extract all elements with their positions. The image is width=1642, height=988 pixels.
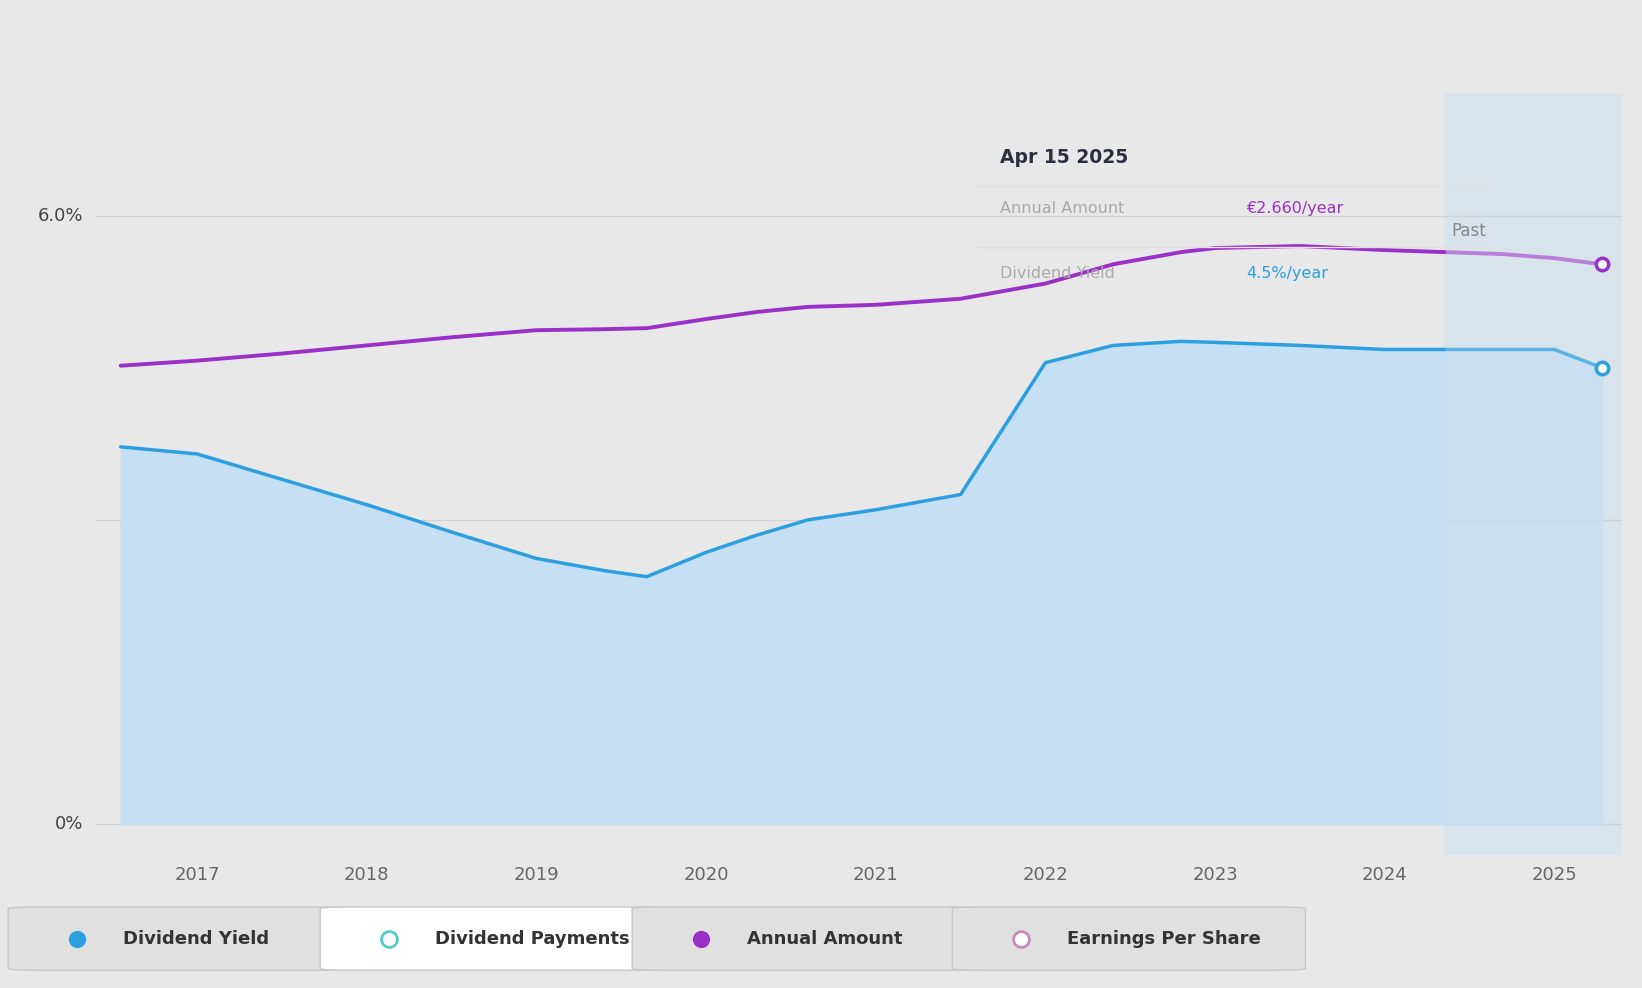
FancyBboxPatch shape bbox=[8, 907, 361, 970]
Text: Annual Amount: Annual Amount bbox=[747, 930, 903, 947]
Text: Apr 15 2025: Apr 15 2025 bbox=[1000, 148, 1128, 167]
FancyBboxPatch shape bbox=[952, 907, 1305, 970]
Point bbox=[1008, 931, 1034, 947]
FancyBboxPatch shape bbox=[632, 907, 985, 970]
Point bbox=[376, 931, 402, 947]
Text: 4.5%/year: 4.5%/year bbox=[1246, 267, 1328, 282]
Text: Annual Amount: Annual Amount bbox=[1000, 201, 1125, 215]
Text: Past: Past bbox=[1452, 222, 1486, 240]
Text: €2.660/year: €2.660/year bbox=[1246, 201, 1343, 215]
FancyBboxPatch shape bbox=[320, 907, 673, 970]
Text: 6.0%: 6.0% bbox=[38, 206, 84, 224]
Text: Dividend Yield: Dividend Yield bbox=[123, 930, 269, 947]
Text: 0%: 0% bbox=[54, 815, 84, 833]
Point bbox=[64, 931, 90, 947]
Bar bbox=[1443, 94, 1642, 855]
Point bbox=[1589, 256, 1616, 272]
Text: Earnings Per Share: Earnings Per Share bbox=[1067, 930, 1261, 947]
Point bbox=[688, 931, 714, 947]
Point bbox=[1589, 360, 1616, 375]
Text: Dividend Yield: Dividend Yield bbox=[1000, 267, 1115, 282]
Text: Dividend Payments: Dividend Payments bbox=[435, 930, 631, 947]
